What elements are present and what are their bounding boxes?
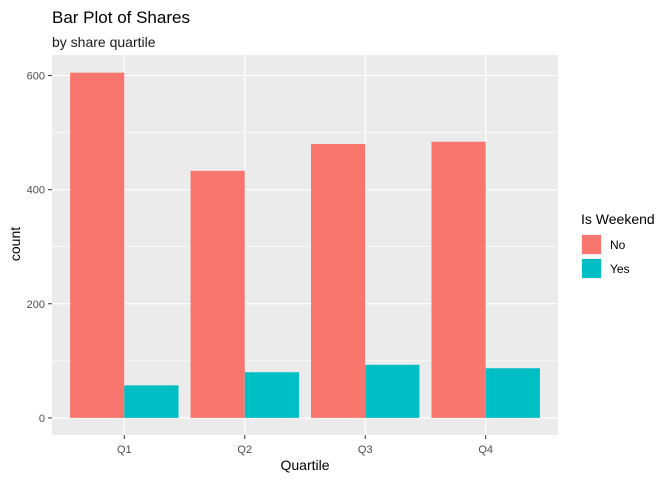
legend: Is Weekend No Yes — [581, 211, 655, 279]
legend-swatch-no — [582, 235, 601, 254]
legend-label-yes: Yes — [610, 262, 630, 276]
bar-q3-no — [311, 144, 366, 418]
y-tick-label: 0 — [39, 413, 45, 425]
y-axis: 0 200 400 600 — [27, 71, 52, 425]
x-tick-label-q2: Q2 — [237, 444, 252, 456]
bar-q1-yes — [124, 385, 179, 418]
bar-q3-yes — [365, 364, 420, 418]
bar-q2-yes — [244, 372, 299, 418]
y-tick-label: 200 — [27, 299, 45, 311]
x-tick-label-q4: Q4 — [478, 444, 493, 456]
bar-q1-no — [70, 72, 125, 418]
bar-q4-no — [431, 141, 486, 418]
y-axis-title: count — [7, 227, 23, 261]
chart-title: Bar Plot of Shares — [52, 8, 190, 27]
x-tick-label-q1: Q1 — [117, 444, 132, 456]
legend-label-no: No — [610, 238, 626, 252]
chart-subtitle: by share quartile — [52, 34, 156, 50]
legend-title: Is Weekend — [581, 211, 655, 227]
bar-q2-no — [190, 170, 245, 418]
y-tick-label: 600 — [27, 71, 45, 83]
x-axis-title: Quartile — [280, 457, 329, 473]
x-axis: Q1 Q2 Q3 Q4 — [117, 435, 493, 456]
y-tick-label: 400 — [27, 185, 45, 197]
bars — [70, 72, 540, 418]
x-tick-label-q3: Q3 — [358, 444, 373, 456]
bar-q4-yes — [485, 368, 540, 418]
legend-swatch-yes — [582, 259, 601, 278]
